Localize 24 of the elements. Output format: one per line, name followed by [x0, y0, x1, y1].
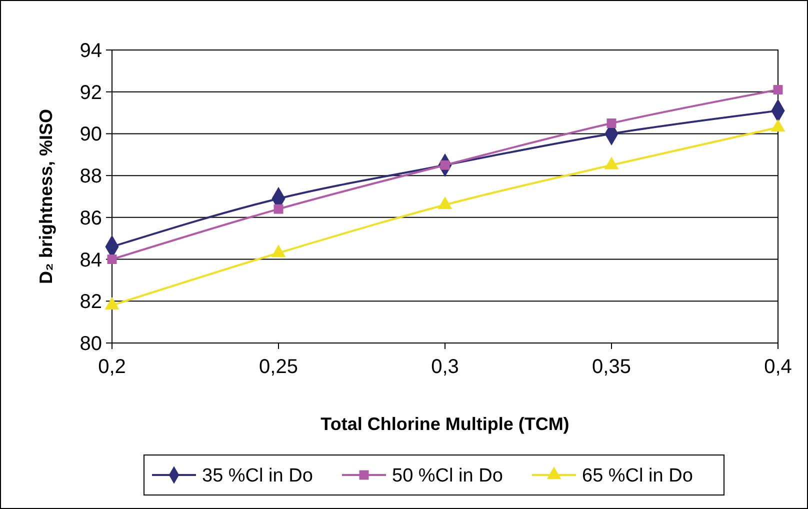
y-tick-label: 80 — [80, 333, 102, 355]
y-tick-label: 94 — [80, 40, 102, 62]
y-tick-label: 88 — [80, 166, 102, 188]
point — [271, 244, 286, 258]
x-axis-title: Total Chlorine Multiple (TCM) — [320, 414, 570, 434]
point — [104, 297, 120, 310]
point — [438, 196, 452, 210]
y-tick-label: 90 — [80, 124, 102, 146]
point — [274, 204, 284, 214]
x-tick-label: 0,35 — [592, 356, 631, 378]
point — [773, 85, 783, 95]
legend-label: 35 %Cl in Do — [202, 466, 313, 487]
y-tick-label: 84 — [80, 249, 102, 272]
x-tick-label: 0,25 — [259, 356, 298, 378]
x-tick-label: 0,4 — [764, 356, 792, 378]
y-tick-label: 92 — [80, 82, 102, 104]
point — [606, 118, 616, 128]
x-tick-label: 0,2 — [98, 356, 126, 378]
x-tick-label: 0,3 — [431, 356, 459, 378]
y-tick-label: 82 — [80, 291, 102, 314]
y-tick-label: 86 — [80, 207, 102, 230]
y-axis-title: D₂ brightness, %ISO — [36, 108, 56, 284]
legend-label: 65 %Cl in Do — [582, 466, 693, 487]
legend-label: 50 %Cl in Do — [392, 466, 503, 487]
